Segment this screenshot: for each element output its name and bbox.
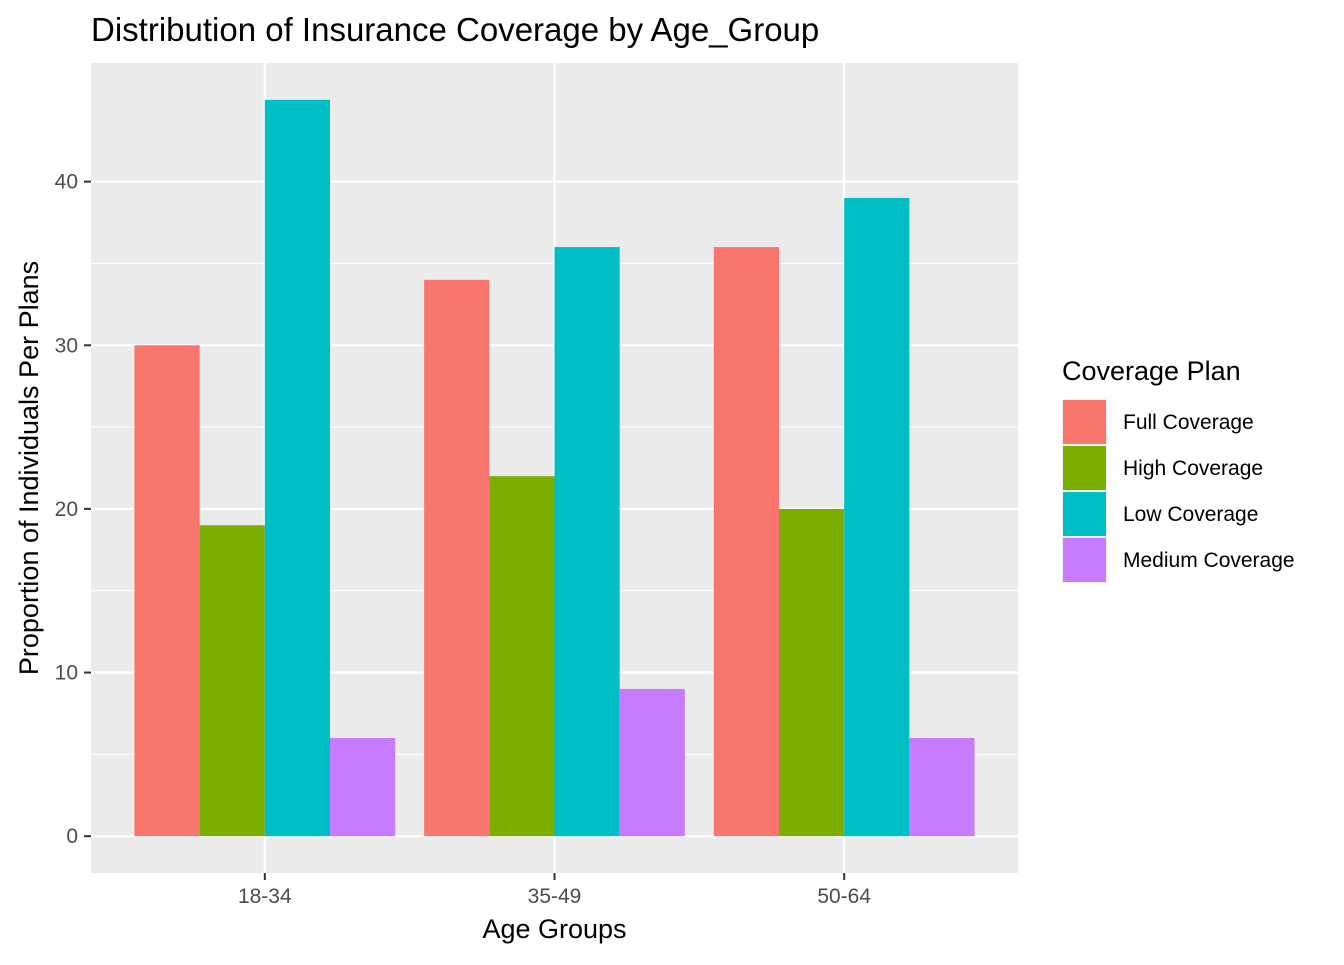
bar bbox=[199, 525, 265, 837]
x-axis-label: Age Groups bbox=[482, 914, 626, 944]
y-tick-label: 20 bbox=[55, 498, 78, 521]
legend-label: Low Coverage bbox=[1123, 503, 1258, 526]
bar bbox=[489, 476, 555, 837]
x-tick-label: 35-49 bbox=[528, 885, 582, 908]
bar bbox=[329, 738, 396, 837]
bar bbox=[844, 198, 910, 837]
legend-swatch bbox=[1063, 446, 1106, 490]
x-tick-label: 50-64 bbox=[817, 885, 871, 908]
bar bbox=[619, 688, 685, 837]
x-axis: 18-34 35-49 50-64 bbox=[238, 873, 871, 908]
x-tick-label: 18-34 bbox=[238, 885, 292, 908]
bar bbox=[554, 247, 620, 837]
chart-title: Distribution of Insurance Coverage by Ag… bbox=[91, 11, 819, 48]
legend-items: Full Coverage High Coverage Low Coverage Me… bbox=[1062, 399, 1295, 583]
y-tick-label: 0 bbox=[66, 825, 78, 848]
bars bbox=[134, 99, 975, 837]
legend-title: Coverage Plan bbox=[1062, 356, 1241, 386]
legend-swatch bbox=[1063, 538, 1106, 582]
legend-label: High Coverage bbox=[1123, 457, 1263, 480]
legend: Coverage Plan Full Coverage High Coverage… bbox=[1062, 356, 1295, 583]
bar bbox=[909, 738, 975, 837]
y-tick-label: 30 bbox=[55, 334, 78, 357]
y-tick-label: 10 bbox=[55, 662, 78, 685]
bar bbox=[713, 247, 780, 837]
legend-swatch bbox=[1063, 400, 1106, 444]
y-axis: 0 10 20 30 40 bbox=[55, 171, 91, 848]
legend-swatch bbox=[1063, 492, 1106, 536]
bar bbox=[134, 345, 200, 837]
y-axis-label: Proportion of Individuals Per Plans bbox=[14, 261, 44, 675]
y-tick-label: 40 bbox=[55, 171, 78, 194]
legend-label: Full Coverage bbox=[1123, 411, 1254, 434]
legend-label: Medium Coverage bbox=[1123, 549, 1295, 572]
bar bbox=[779, 508, 845, 837]
bar bbox=[424, 279, 490, 837]
bar bbox=[264, 99, 330, 837]
